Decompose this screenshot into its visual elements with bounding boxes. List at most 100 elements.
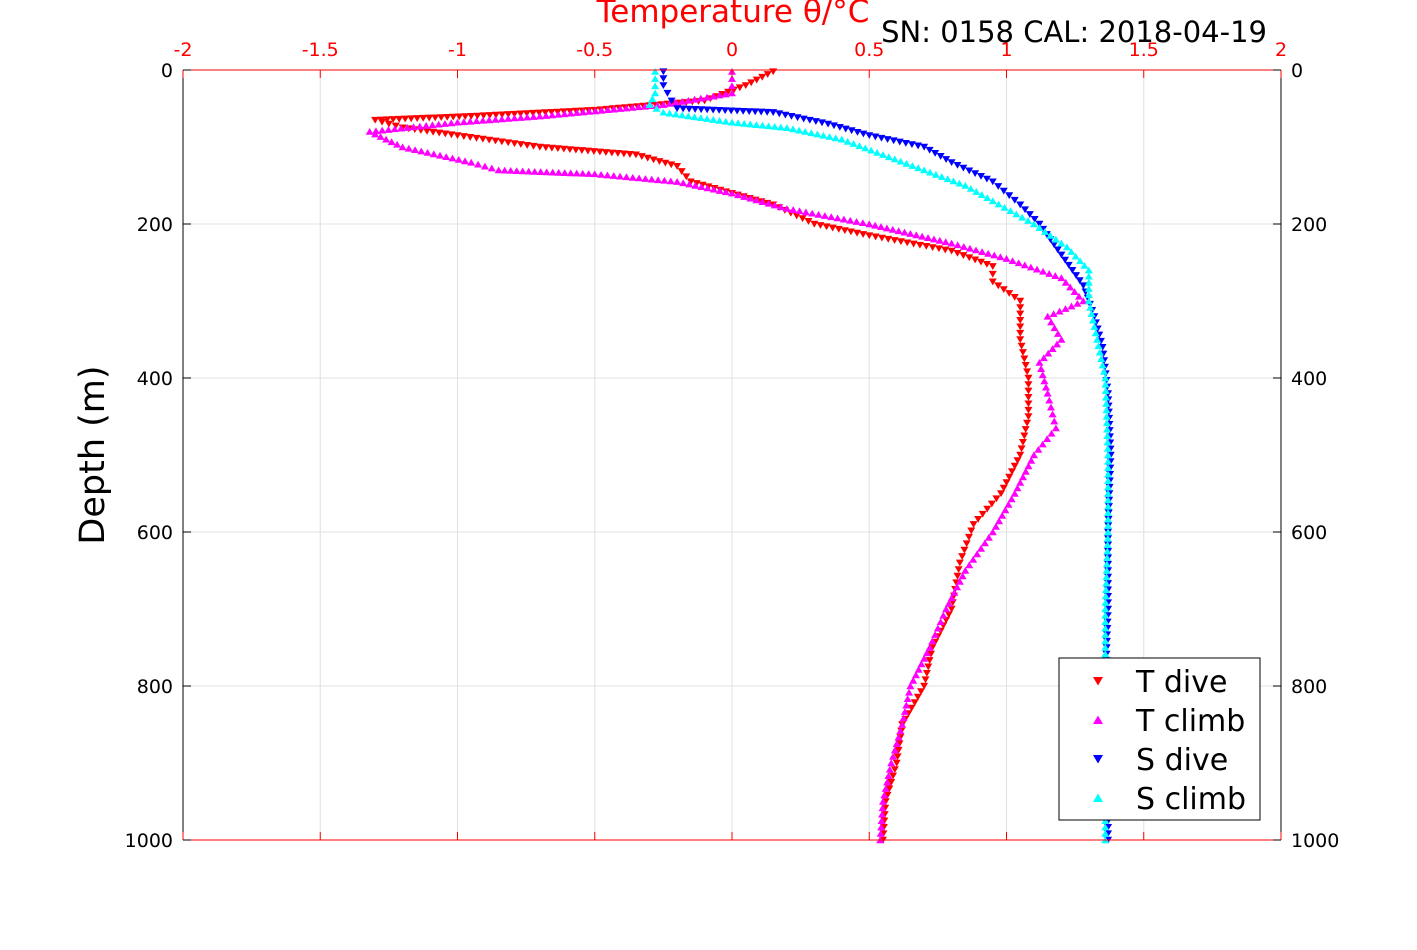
- data-point: [925, 657, 934, 664]
- data-point: [1035, 220, 1044, 228]
- data-point: [583, 147, 592, 155]
- data-points: [365, 67, 1115, 844]
- data-point: [965, 167, 974, 175]
- data-point: [1043, 435, 1052, 443]
- data-point: [673, 178, 682, 185]
- data-point: [787, 113, 796, 120]
- data-point: [1104, 521, 1113, 529]
- data-point: [417, 147, 426, 155]
- data-point: [1024, 413, 1033, 421]
- data-point: [988, 197, 997, 205]
- data-point: [1101, 611, 1110, 619]
- data-point: [454, 156, 463, 163]
- data-point: [1101, 643, 1110, 651]
- data-point: [793, 114, 802, 122]
- data-point: [978, 510, 987, 518]
- data-point: [679, 105, 688, 113]
- data-point: [831, 134, 840, 142]
- data-point: [877, 234, 886, 242]
- data-point: [466, 134, 475, 141]
- data-point: [579, 108, 588, 116]
- data-point: [996, 253, 1005, 261]
- data-point: [1018, 349, 1027, 356]
- data-point: [1091, 329, 1100, 337]
- data-point: [825, 133, 834, 140]
- data-point: [890, 237, 899, 244]
- data-point: [1020, 355, 1029, 363]
- data-point: [640, 102, 649, 110]
- data-point: [1016, 478, 1025, 486]
- chart-title: Temperature θ/°C: [596, 0, 870, 30]
- data-point: [542, 112, 551, 119]
- data-point: [935, 236, 944, 244]
- data-point: [453, 132, 462, 140]
- data-point: [1055, 307, 1064, 315]
- data-point: [882, 224, 891, 232]
- data-point: [982, 175, 991, 183]
- data-point: [553, 145, 562, 153]
- data-point: [728, 75, 736, 82]
- data-point: [903, 695, 912, 703]
- data-point: [877, 823, 886, 831]
- data-point: [371, 116, 380, 124]
- data-point: [1099, 367, 1108, 375]
- data-point: [566, 109, 575, 117]
- data-point: [1039, 354, 1048, 362]
- data-point: [757, 108, 766, 116]
- data-point: [1104, 528, 1113, 536]
- data-point: [903, 239, 912, 247]
- data-point: [789, 206, 798, 213]
- data-point: [441, 130, 450, 138]
- data-point: [1024, 462, 1033, 470]
- data-point: [442, 153, 451, 160]
- data-point: [878, 810, 887, 818]
- data-point: [1024, 217, 1033, 224]
- x-tick-label: -1.5: [302, 39, 339, 61]
- data-point: [998, 511, 1007, 519]
- data-point: [727, 107, 736, 115]
- data-point: [1046, 403, 1055, 411]
- data-point: [902, 159, 911, 167]
- data-point: [933, 624, 942, 632]
- data-point: [609, 105, 618, 113]
- data-point: [696, 94, 705, 102]
- data-point: [597, 106, 606, 114]
- data-point: [1072, 272, 1081, 279]
- data-point: [378, 126, 387, 134]
- data-point: [522, 110, 531, 118]
- data-point: [988, 263, 997, 270]
- data-point: [988, 528, 997, 536]
- data-point: [409, 123, 418, 131]
- data-point: [1021, 206, 1030, 214]
- data-point: [678, 111, 687, 119]
- data-point: [383, 116, 392, 124]
- data-point: [896, 157, 905, 165]
- data-point: [795, 207, 804, 215]
- data-point: [877, 134, 886, 142]
- data-point: [877, 817, 886, 824]
- data-point: [805, 116, 814, 124]
- data-point: [949, 177, 958, 185]
- data-point: [654, 176, 663, 184]
- data-point: [1103, 425, 1112, 433]
- data-point: [1038, 371, 1047, 379]
- data-point: [1102, 560, 1111, 568]
- data-point: [1101, 374, 1110, 382]
- data-point: [1024, 387, 1033, 395]
- data-point: [697, 183, 706, 190]
- data-point: [578, 169, 587, 177]
- data-point: [510, 140, 519, 148]
- x-tick-label: 0.5: [854, 39, 884, 61]
- data-point: [619, 150, 628, 158]
- data-point: [1103, 438, 1112, 446]
- data-point: [1086, 303, 1095, 311]
- data-point: [972, 188, 981, 195]
- data-point: [659, 101, 668, 108]
- data-point: [950, 588, 959, 596]
- data-point: [665, 100, 674, 107]
- data-point: [401, 115, 410, 123]
- data-point: [1101, 624, 1110, 632]
- data-point: [1051, 235, 1060, 243]
- data-point: [1084, 291, 1093, 299]
